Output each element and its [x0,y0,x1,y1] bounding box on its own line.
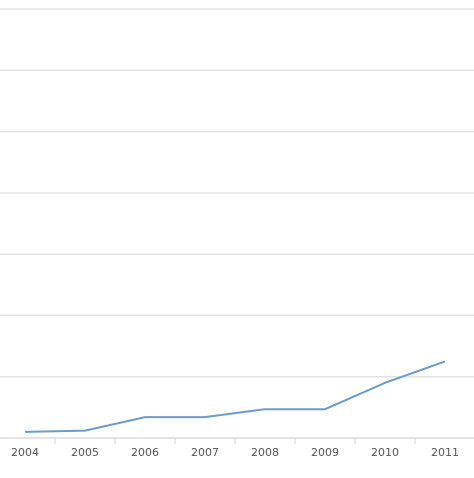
x-tick-label: 2010 [371,446,399,459]
x-tick-label: 2005 [71,446,99,459]
x-tick-label: 2007 [191,446,219,459]
x-tick-label: 2008 [251,446,279,459]
x-tick-label: 2009 [311,446,339,459]
x-tick-label: 2004 [11,446,39,459]
x-tick-label: 2011 [431,446,459,459]
data-line [24,360,446,433]
x-tick-label: 2006 [131,446,159,459]
